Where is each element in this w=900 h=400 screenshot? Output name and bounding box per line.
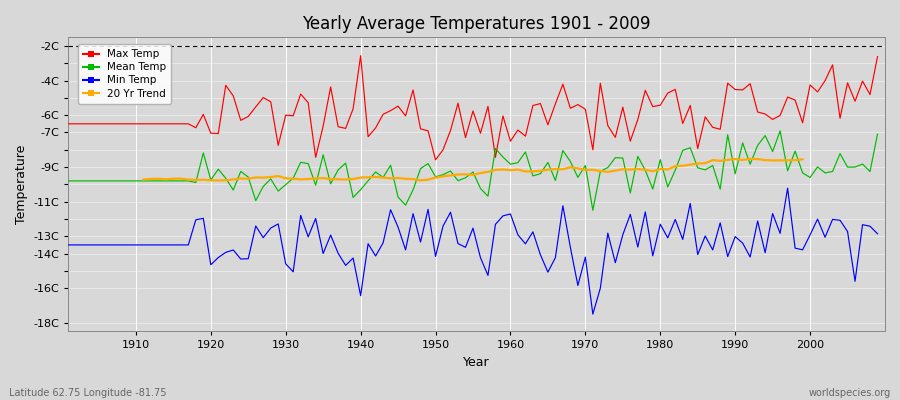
Text: Latitude 62.75 Longitude -81.75: Latitude 62.75 Longitude -81.75 — [9, 388, 166, 398]
Y-axis label: Temperature: Temperature — [15, 145, 28, 224]
Legend: Max Temp, Mean Temp, Min Temp, 20 Yr Trend: Max Temp, Mean Temp, Min Temp, 20 Yr Tre… — [77, 44, 171, 104]
X-axis label: Year: Year — [464, 356, 490, 369]
Text: worldspecies.org: worldspecies.org — [809, 388, 891, 398]
Title: Yearly Average Temperatures 1901 - 2009: Yearly Average Temperatures 1901 - 2009 — [302, 15, 651, 33]
